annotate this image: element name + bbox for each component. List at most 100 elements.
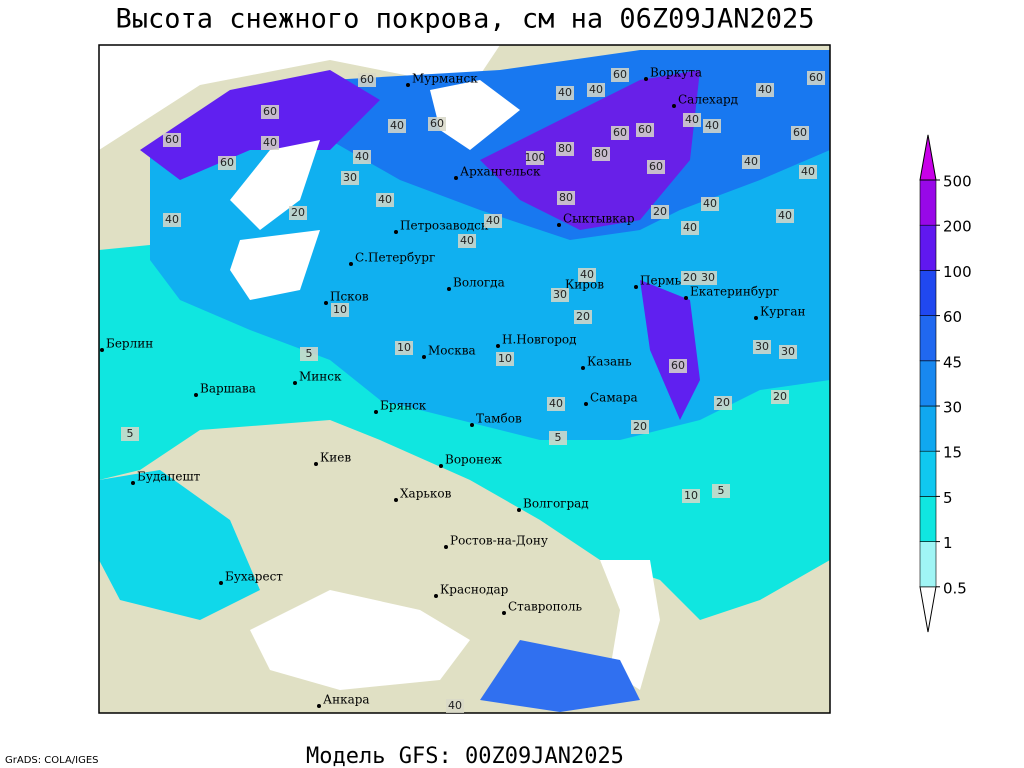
city-label: Пермь: [640, 274, 682, 288]
city-dot: [374, 410, 378, 414]
contour-label-box: [578, 268, 596, 282]
legend-level: 100: [943, 263, 972, 281]
contour-label: 40: [778, 209, 792, 222]
contour-label-box: [647, 160, 665, 174]
contour-label-box: [547, 397, 565, 411]
contour-label: 60: [793, 126, 807, 139]
contour-label-box: [163, 133, 181, 147]
city-dot: [496, 344, 500, 348]
city-label: Петрозаводск: [400, 219, 489, 233]
contour-label-box: [331, 303, 349, 317]
contour-label: 40: [378, 193, 392, 206]
city-label: Анкара: [323, 693, 370, 707]
legend-box: [919, 405, 937, 452]
city-dot: [194, 393, 198, 397]
contour-label-box: [428, 117, 446, 131]
contour-label-box: [631, 420, 649, 434]
contour-label: 40: [683, 221, 697, 234]
city-label: Вологда: [453, 276, 505, 290]
contour-label: 40: [549, 397, 563, 410]
city-label: Варшава: [200, 382, 256, 396]
city-dot: [219, 581, 223, 585]
city-dot: [634, 285, 638, 289]
contour-label-box: [683, 113, 701, 127]
contour-label-box: [703, 119, 721, 133]
contour-label: 5: [306, 347, 313, 360]
contour-label: 40: [460, 234, 474, 247]
contour-label: 20: [291, 206, 305, 219]
model-label: Модель GFS: 00Z09JAN2025: [306, 744, 624, 768]
city-dot: [684, 296, 688, 300]
contour-label: 60: [220, 156, 234, 169]
city-label: Москва: [428, 344, 476, 358]
legend-arrow-high: [919, 134, 937, 181]
contour-label: 10: [333, 303, 347, 316]
snow-violet: [480, 70, 700, 230]
city-dot: [394, 230, 398, 234]
contour-label: 40: [486, 214, 500, 227]
city-dot: [644, 77, 648, 81]
city-dot: [444, 545, 448, 549]
city-label: Казань: [587, 355, 632, 369]
contour-label: 40: [448, 699, 462, 712]
contour-label-box: [341, 171, 359, 185]
contour-label: 60: [263, 105, 277, 118]
city-label: Минск: [299, 370, 342, 384]
city-label: Салехард: [678, 93, 738, 107]
contour-label-box: [388, 119, 406, 133]
contour-label-box: [753, 340, 771, 354]
contour-label: 20: [633, 420, 647, 433]
city-dot: [754, 316, 758, 320]
city-dot: [293, 381, 297, 385]
contour-label: 30: [701, 271, 715, 284]
contour-label: 30: [755, 340, 769, 353]
map-area: [98, 44, 831, 714]
contour-label-box: [395, 341, 413, 355]
city-label: С.Петербург: [355, 251, 435, 265]
city-label: Сыктывкар: [563, 212, 635, 226]
contour-label-box: [549, 431, 567, 445]
contour-label-box: [458, 234, 476, 248]
contour-label-box: [611, 126, 629, 140]
contour-label-box: [496, 352, 514, 366]
contour-label-box: [261, 105, 279, 119]
contour-label-box: [121, 427, 139, 441]
legend-level: 0.5: [943, 579, 967, 597]
contour-label-box: [587, 83, 605, 97]
city-label: Краснодар: [440, 583, 509, 597]
snow-caucasus: [480, 640, 640, 712]
contour-label-box: [699, 271, 717, 285]
city-label: Н.Новгород: [502, 333, 577, 347]
city-label: Волгоград: [523, 497, 589, 511]
legend-box: [919, 496, 937, 542]
contour-label-box: [756, 83, 774, 97]
contour-label-box: [681, 221, 699, 235]
contour-label-box: [807, 71, 825, 85]
contour-label: 80: [559, 191, 573, 204]
contour-label: 40: [685, 113, 699, 126]
city-dot: [557, 223, 561, 227]
contour-label: 40: [558, 86, 572, 99]
contour-label-box: [376, 193, 394, 207]
snow-violet: [640, 280, 700, 420]
contour-label: 20: [576, 310, 590, 323]
white-sea: [430, 80, 520, 150]
legend-box: [919, 179, 937, 226]
city-dot: [584, 402, 588, 406]
contour-label-box: [799, 165, 817, 179]
city-label: Харьков: [400, 487, 452, 501]
city-label: Курган: [760, 305, 805, 319]
city-label: Екатеринбург: [690, 285, 779, 299]
snow-violet: [140, 70, 380, 180]
contour-label-box: [742, 155, 760, 169]
city-dot: [517, 508, 521, 512]
legend-level: 200: [943, 218, 972, 236]
contour-label-box: [358, 73, 376, 87]
contour-label: 40: [390, 119, 404, 132]
contour-label: 60: [809, 71, 823, 84]
city-dot: [447, 287, 451, 291]
city-label: Воркута: [650, 66, 702, 80]
gulf-bothnia: [230, 140, 320, 230]
contour-label-box: [218, 156, 236, 170]
black-sea: [250, 590, 470, 690]
